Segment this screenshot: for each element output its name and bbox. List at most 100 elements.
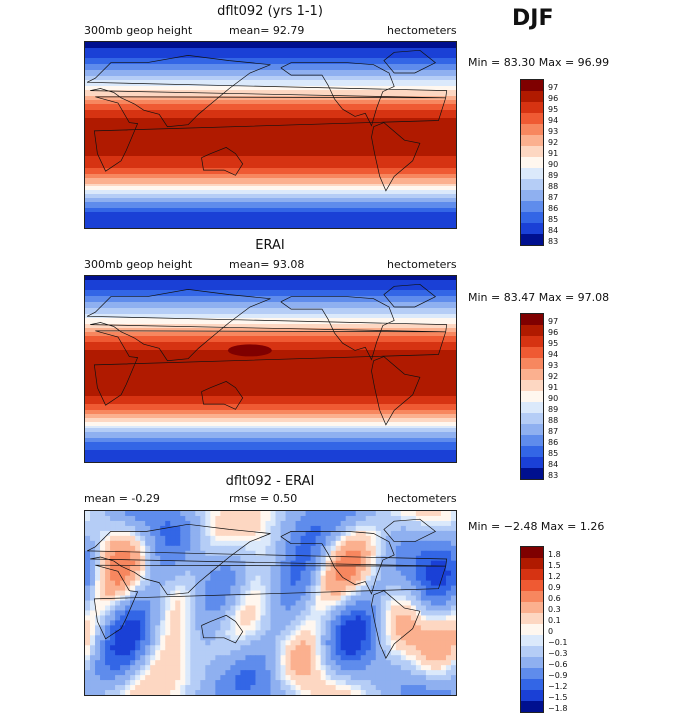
contour-cell [425, 600, 432, 607]
contour-cell [175, 620, 181, 626]
contour-cell [325, 610, 332, 617]
colorbar-swatch [521, 402, 543, 413]
contour-cell [255, 570, 262, 577]
contour-cell [330, 655, 337, 661]
contour-cell [140, 605, 146, 612]
contour-cell [260, 545, 267, 552]
contour-cell [275, 515, 282, 522]
contour-band [85, 370, 456, 373]
contour-cell [120, 640, 126, 646]
contour-cell [255, 640, 262, 646]
contour-cell [140, 590, 146, 597]
contour-cell [370, 635, 377, 641]
contour-cell [155, 511, 161, 517]
contour-cell [405, 560, 412, 567]
minmax-label: Min = 83.30 Max = 96.99 [468, 56, 610, 69]
contour-cell [260, 620, 267, 626]
contour-cell [260, 650, 267, 656]
contour-cell [360, 570, 367, 577]
contour-cell [375, 525, 382, 532]
contour-cell [210, 680, 216, 686]
contour-cell [190, 515, 196, 522]
contour-cell [170, 515, 176, 522]
contour-cell [345, 540, 352, 547]
contour-cell [210, 560, 216, 567]
contour-cell [115, 630, 121, 636]
contour-cell [195, 615, 201, 621]
contour-cell [380, 520, 387, 527]
contour-cell [425, 530, 432, 537]
contour-cell [245, 680, 252, 686]
contour-cell [140, 570, 146, 577]
contour-cell [365, 575, 372, 582]
contour-cell [275, 600, 282, 607]
contour-cell [410, 550, 417, 557]
contour-cell [450, 535, 456, 542]
contour-cell [355, 525, 362, 532]
contour-cell [175, 640, 181, 646]
contour-cell [275, 530, 282, 537]
contour-cell [410, 685, 417, 691]
contour-cell [245, 555, 252, 562]
contour-cell [160, 590, 166, 597]
contour-cell [240, 540, 247, 547]
contour-cell [360, 605, 367, 612]
contour-cell [95, 580, 101, 587]
contour-cell [225, 525, 231, 532]
contour-cell [95, 655, 101, 661]
contour-band [85, 148, 456, 151]
contour-cell [430, 680, 437, 686]
contour-cell [450, 650, 456, 656]
contour-cell [125, 635, 131, 641]
contour-cell [165, 660, 171, 666]
contour-cell [140, 575, 146, 582]
contour-cell [110, 680, 116, 686]
contour-cell [420, 570, 427, 577]
contour-cell [305, 555, 312, 562]
contour-cell [170, 555, 176, 562]
contour-cell [165, 570, 171, 577]
contour-band [85, 304, 456, 307]
contour-cell [105, 550, 111, 557]
contour-cell [225, 650, 231, 656]
contour-cell [170, 655, 176, 661]
contour-cell [125, 605, 131, 612]
contour-cell [340, 640, 347, 646]
contour-cell [315, 645, 322, 651]
contour-cell [295, 615, 302, 621]
contour-cell [270, 605, 277, 612]
contour-cell [195, 580, 201, 587]
contour-cell [450, 595, 456, 602]
contour-cell [305, 595, 312, 602]
contour-cell [190, 565, 196, 572]
contour-cell [330, 575, 337, 582]
contour-cell [215, 600, 221, 607]
contour-cell [305, 525, 312, 532]
contour-cell [340, 650, 347, 656]
contour-cell [170, 590, 176, 597]
contour-cell [340, 615, 347, 621]
contour-cell [270, 575, 277, 582]
contour-cell [415, 520, 422, 527]
contour-cell [360, 511, 367, 517]
contour-cell [130, 585, 136, 592]
contour-cell [385, 535, 392, 542]
contour-cell [150, 550, 156, 557]
contour-cell [140, 665, 146, 671]
contour-cell [245, 675, 252, 681]
contour-cell [410, 650, 417, 656]
contour-cell [260, 550, 267, 557]
contour-cell [405, 645, 412, 651]
contour-cell [360, 690, 367, 695]
coastline [371, 590, 421, 659]
contour-cell [110, 575, 116, 582]
contour-cell [350, 660, 357, 666]
contour-cell [410, 560, 417, 567]
contour-band [85, 90, 456, 93]
contour-cell [360, 530, 367, 537]
coastline [86, 289, 448, 362]
contour-cell [325, 650, 332, 656]
contour-cell [440, 670, 447, 676]
contour-cell [225, 570, 231, 577]
contour-cell [160, 680, 166, 686]
